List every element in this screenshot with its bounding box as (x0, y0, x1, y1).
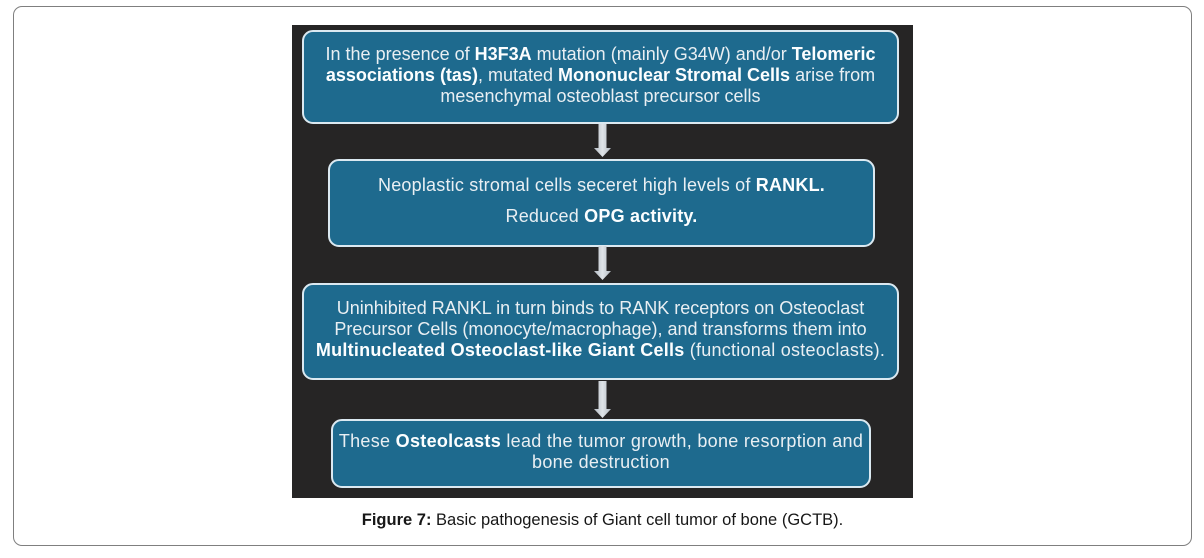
flow-box-line: bone destruction (532, 452, 670, 473)
flow-box-text-bold: Telomeric (791, 43, 876, 64)
flow-box-text: (functional osteoclasts). (684, 340, 886, 360)
flow-box-text-bold: Osteolcasts (395, 430, 502, 451)
flow-box-line: Neoplastic stromal cells seceret high le… (378, 175, 825, 196)
flow-box-text: Reduced (505, 206, 585, 226)
down-arrow-icon (594, 124, 611, 157)
flow-box-line: mesenchymal osteoblast precursor cells (440, 86, 760, 107)
figure-caption: Figure 7: Basic pathogenesis of Giant ce… (14, 511, 1191, 530)
flowchart-panel: In the presence of H3F3A mutation (mainl… (292, 25, 913, 498)
flow-box-text: Uninhibited RANKL in turn binds to RANK … (336, 298, 865, 318)
flow-box-text-bold: RANKL. (755, 175, 825, 195)
flow-box-text-bold: associations (tas) (325, 64, 478, 85)
flow-box-text: Neoplastic stromal cells seceret high le… (378, 175, 756, 195)
flow-box-text: mutation (mainly G34W) and/or (531, 43, 792, 64)
flow-box-line: In the presence of H3F3A mutation (mainl… (326, 44, 876, 65)
flow-box-text: Precursor Cells (monocyte/macrophage), a… (334, 319, 867, 339)
flow-box-text: bone destruction (532, 451, 670, 472)
down-arrow-icon (594, 381, 611, 418)
flow-box-osteoclast: Uninhibited RANKL in turn binds to RANK … (302, 283, 899, 380)
figure-caption-label: Figure 7: (361, 511, 432, 529)
flow-box-line: associations (tas), mutated Mononuclear … (326, 65, 875, 86)
flow-box-line: These Osteolcasts lead the tumor growth,… (339, 431, 863, 452)
down-arrow-icon (594, 246, 611, 280)
flow-box-line: Precursor Cells (monocyte/macrophage), a… (334, 319, 866, 340)
flow-box-rankl: Neoplastic stromal cells seceret high le… (328, 159, 875, 247)
flow-box-text-bold: OPG activity. (584, 206, 698, 226)
figure-caption-text: Basic pathogenesis of Giant cell tumor o… (431, 511, 844, 529)
flow-box-line: Uninhibited RANKL in turn binds to RANK … (337, 298, 865, 319)
flow-box-mutation: In the presence of H3F3A mutation (mainl… (302, 30, 899, 124)
flow-box-tumor-growth: These Osteolcasts lead the tumor growth,… (331, 419, 871, 488)
flow-box-text: In the presence of (325, 43, 475, 64)
flow-box-line: Multinucleated Osteoclast-like Giant Cel… (316, 340, 885, 361)
flow-box-text-bold: H3F3A (474, 43, 532, 64)
flow-box-text-bold: Mononuclear Stromal Cells (558, 64, 791, 85)
flow-box-text-bold: Multinucleated Osteoclast-like Giant Cel… (315, 340, 685, 360)
flow-box-text: arise from (790, 64, 876, 85)
flow-box-text: lead the tumor growth, bone resorption a… (501, 430, 864, 451)
flow-box-line: Reduced OPG activity. (506, 206, 698, 227)
flow-box-text: mesenchymal osteoblast precursor cells (440, 85, 761, 106)
flow-box-text: , mutated (477, 64, 558, 85)
figure-card: In the presence of H3F3A mutation (mainl… (13, 6, 1192, 546)
flow-box-text: These (338, 430, 396, 451)
